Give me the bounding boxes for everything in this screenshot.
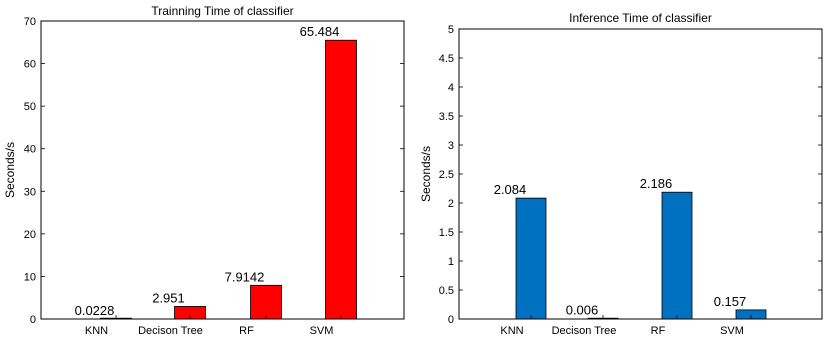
x-tick-label: RF (239, 325, 254, 337)
y-tick-label: 4 (448, 82, 454, 94)
axes-frame (40, 20, 405, 320)
y-tick-label: 1 (448, 256, 454, 268)
y-tick-label: 40 (24, 144, 36, 156)
x-tick-label: Decison Tree (552, 325, 617, 337)
data-label: 65.484 (300, 24, 340, 39)
x-tick-label: RF (651, 325, 666, 337)
y-tick-label: 5 (448, 24, 454, 36)
chart-title: Inference Time of classifier (569, 11, 712, 25)
y-axis-label: Seconds/s (3, 142, 17, 198)
y-tick-label: 3 (448, 140, 454, 152)
bar-rf (661, 191, 693, 320)
y-tick-label: 50 (24, 101, 36, 113)
chart-1: 0.0228 KNN 2.951 Decison Tree 7.9142 RF 65.484… (3, 4, 405, 337)
y-tick-label: 0 (448, 314, 454, 326)
y-tick-label: 1.5 (439, 227, 454, 239)
x-tick-label: SVM (310, 325, 334, 337)
data-label: 2.084 (494, 182, 527, 197)
y-tick-label: 0.5 (439, 285, 454, 297)
y-axis-label: Seconds/s (419, 146, 433, 202)
y-tick-label: 20 (24, 229, 36, 241)
y-tick-label: 3.5 (439, 111, 454, 123)
axes-frame (458, 28, 823, 320)
y-tick-label: 4.5 (439, 53, 454, 65)
data-label: 0.157 (714, 294, 747, 309)
data-label: 2.186 (640, 176, 673, 191)
y-tick-label: 2 (448, 198, 454, 210)
chart-2: 2.084 KNN 0.006 Decison Tree 2.186 RF 0.157 SVM… (419, 11, 823, 337)
y-tick-label: 70 (24, 16, 36, 28)
x-tick-label: Decison Tree (138, 325, 203, 337)
y-tick-label: 2.5 (439, 169, 454, 181)
bar-svm (325, 39, 357, 320)
y-tick-label: 60 (24, 59, 36, 71)
data-label: 0.006 (566, 303, 599, 318)
x-tick-label: KNN (85, 325, 108, 337)
data-label: 7.9142 (225, 269, 265, 284)
data-label: 2.951 (152, 290, 185, 305)
bar-knn (515, 197, 547, 320)
x-tick-label: KNN (500, 325, 523, 337)
y-tick-label: 0 (30, 314, 36, 326)
data-label: 0.0228 (75, 303, 115, 318)
y-tick-label: 30 (24, 186, 36, 198)
bar-rf (250, 284, 282, 320)
x-tick-label: SVM (720, 325, 744, 337)
y-tick-label: 10 (24, 271, 36, 283)
chart-title: Trainning Time of classifier (151, 4, 293, 18)
